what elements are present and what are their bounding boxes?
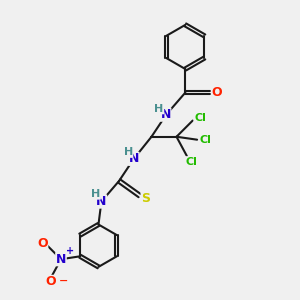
Text: O: O	[37, 236, 48, 250]
Text: +: +	[66, 246, 74, 256]
Text: H: H	[124, 147, 133, 157]
Text: N: N	[160, 108, 171, 121]
Text: Cl: Cl	[200, 135, 211, 145]
Text: Cl: Cl	[185, 157, 197, 167]
Text: Cl: Cl	[194, 112, 206, 123]
Text: N: N	[96, 195, 106, 208]
Text: S: S	[141, 192, 150, 205]
Text: −: −	[58, 276, 68, 286]
Text: O: O	[45, 275, 56, 288]
Text: N: N	[129, 152, 139, 165]
Text: O: O	[212, 86, 222, 99]
Text: N: N	[56, 253, 66, 266]
Text: H: H	[91, 189, 101, 199]
Text: H: H	[154, 104, 164, 114]
